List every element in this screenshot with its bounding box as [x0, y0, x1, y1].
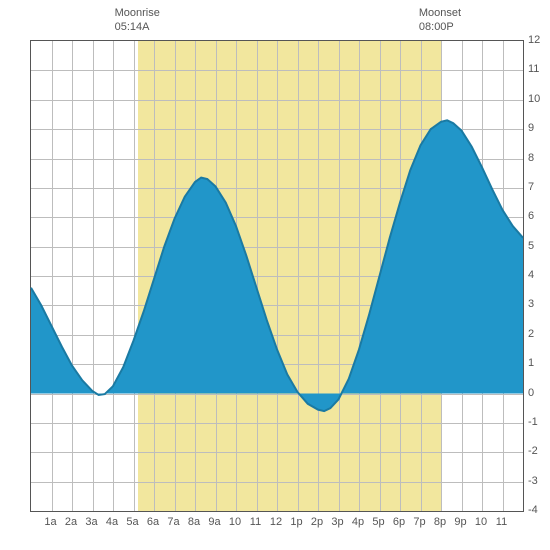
ytick-label: 6 [528, 210, 534, 222]
ytick-label: -2 [528, 445, 538, 457]
ytick-label: 11 [528, 63, 539, 75]
xtick-label: 3p [331, 516, 343, 528]
ytick-label: 5 [528, 240, 534, 252]
ytick-label: 1 [528, 357, 534, 369]
ytick-label: 10 [528, 93, 540, 105]
xtick-label: 11 [496, 516, 507, 528]
xtick-label: 5a [126, 516, 138, 528]
ytick-label: -4 [528, 504, 538, 516]
xtick-label: 1a [44, 516, 56, 528]
xtick-label: 1p [290, 516, 302, 528]
tide-area [31, 41, 523, 511]
ytick-label: 3 [528, 298, 534, 310]
ytick-label: 7 [528, 181, 534, 193]
ytick-label: 12 [528, 34, 540, 46]
xtick-label: 6a [147, 516, 159, 528]
tide-chart: Moonrise 05:14A Moonset 08:00P -4 -3 -2 -1 0… [0, 0, 550, 550]
xtick-label: 6p [393, 516, 405, 528]
ytick-label: 8 [528, 152, 534, 164]
xtick-label: 4a [106, 516, 118, 528]
moonrise-label: Moonrise 05:14A [115, 6, 160, 35]
xtick-label: 2p [311, 516, 323, 528]
xtick-label: 8a [188, 516, 200, 528]
ytick-label: 9 [528, 122, 534, 134]
xtick-label: 4p [352, 516, 364, 528]
xtick-label: 7a [167, 516, 179, 528]
tide-fill [31, 120, 523, 411]
xtick-label: 5p [372, 516, 384, 528]
xtick-label: 3a [85, 516, 97, 528]
xtick-label: 2a [65, 516, 77, 528]
xtick-label: 9p [454, 516, 466, 528]
ytick-label: 2 [528, 328, 534, 340]
xtick-label: 10 [229, 516, 241, 528]
xtick-label: 11 [250, 516, 261, 528]
plot-area [30, 40, 524, 512]
ytick-label: 4 [528, 269, 534, 281]
xtick-label: 10 [475, 516, 487, 528]
moonset-label: Moonset 08:00P [419, 6, 461, 35]
xtick-label: 9a [208, 516, 220, 528]
ytick-label: -1 [528, 416, 538, 428]
xtick-label: 7p [413, 516, 425, 528]
ytick-label: 0 [528, 387, 534, 399]
xtick-label: 8p [434, 516, 446, 528]
ytick-label: -3 [528, 475, 538, 487]
xtick-label: 12 [270, 516, 282, 528]
